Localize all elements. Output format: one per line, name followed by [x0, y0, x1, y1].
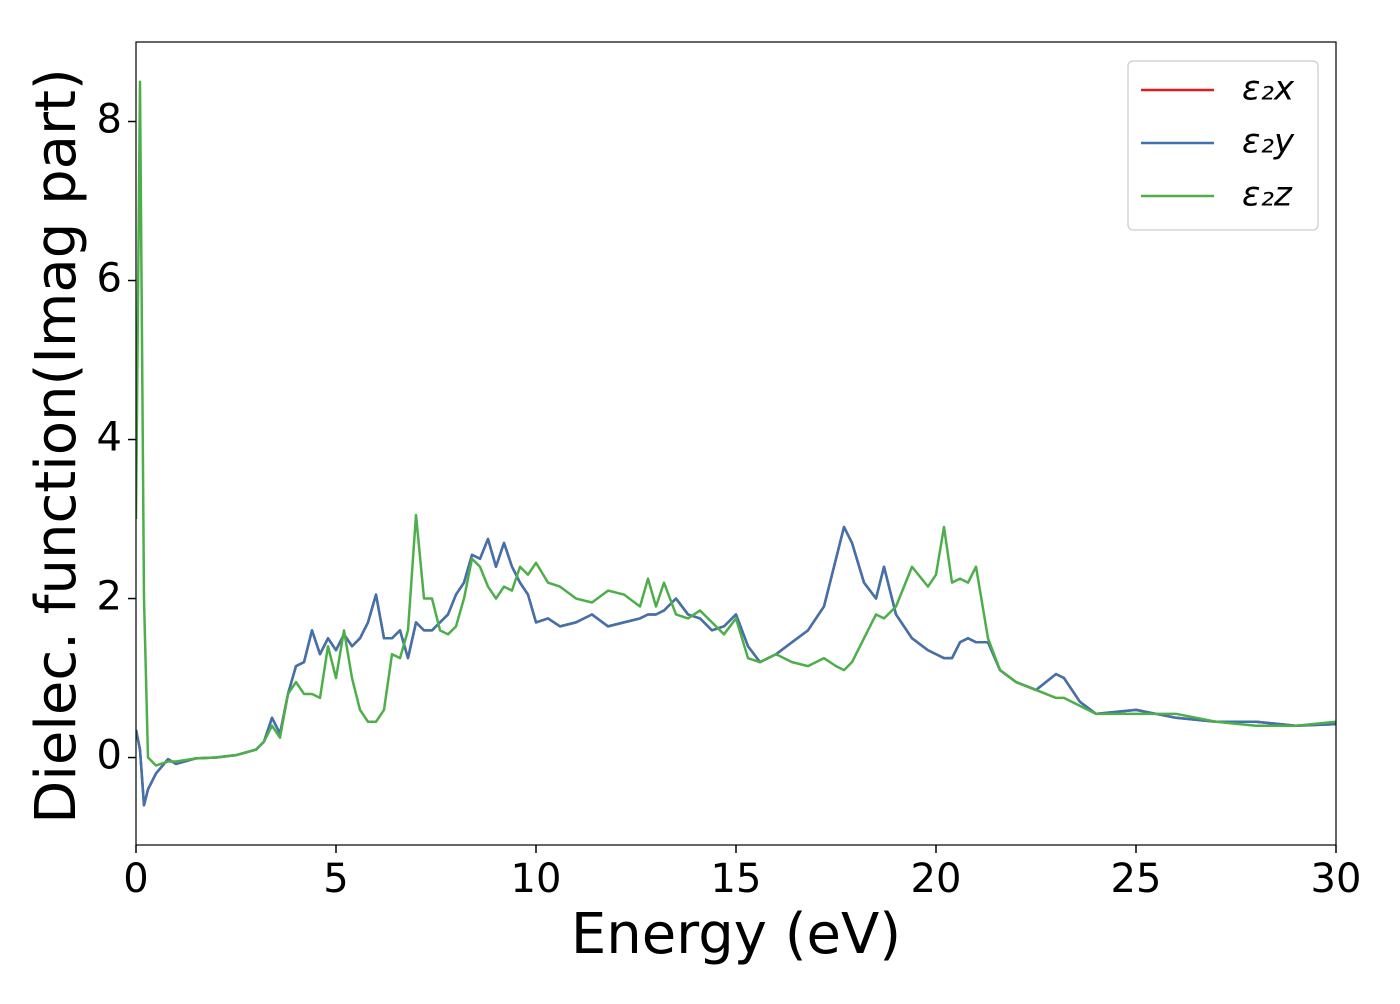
x-tick-label: 15: [711, 856, 762, 902]
y-tick-label: 4: [97, 415, 122, 461]
x-tick-label: 5: [323, 856, 348, 902]
x-tick-label: 25: [1111, 856, 1162, 902]
series-line: [136, 80, 1336, 767]
y-tick-label: 8: [97, 97, 122, 143]
legend-label: ε₂z: [1242, 175, 1293, 215]
series-line: [136, 525, 1336, 807]
plot-frame: [135, 41, 1337, 846]
legend-label: ε₂x: [1242, 69, 1295, 109]
series-line: [136, 525, 1336, 807]
x-tick-label: 10: [511, 856, 562, 902]
y-axis-label: Dielec. function(Imag part): [24, 68, 89, 824]
x-tick-label: 30: [1311, 856, 1362, 902]
y-tick-label: 6: [97, 256, 122, 302]
legend-box: [1127, 60, 1319, 231]
y-tick-label: 2: [97, 574, 122, 620]
x-tick-label: 20: [911, 856, 962, 902]
x-tick-label: 0: [123, 856, 148, 902]
y-tick-label: 0: [97, 733, 122, 779]
legend-label: ε₂y: [1242, 122, 1295, 162]
x-axis-label: Energy (eV): [571, 902, 901, 967]
